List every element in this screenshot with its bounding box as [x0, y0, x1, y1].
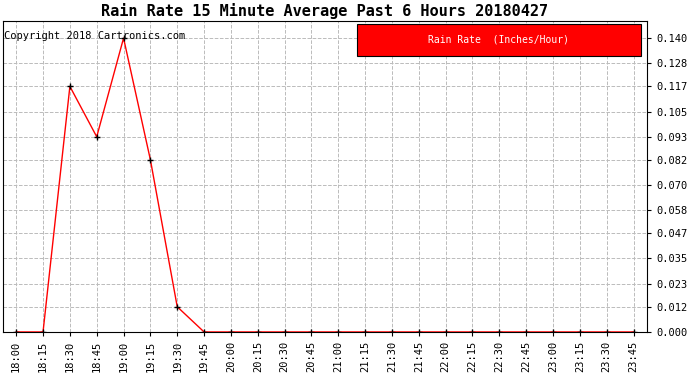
- Title: Rain Rate 15 Minute Average Past 6 Hours 20180427: Rain Rate 15 Minute Average Past 6 Hours…: [101, 3, 549, 19]
- Text: Rain Rate  (Inches/Hour): Rain Rate (Inches/Hour): [428, 35, 569, 45]
- Text: Copyright 2018 Cartronics.com: Copyright 2018 Cartronics.com: [4, 31, 186, 40]
- FancyBboxPatch shape: [357, 24, 640, 56]
